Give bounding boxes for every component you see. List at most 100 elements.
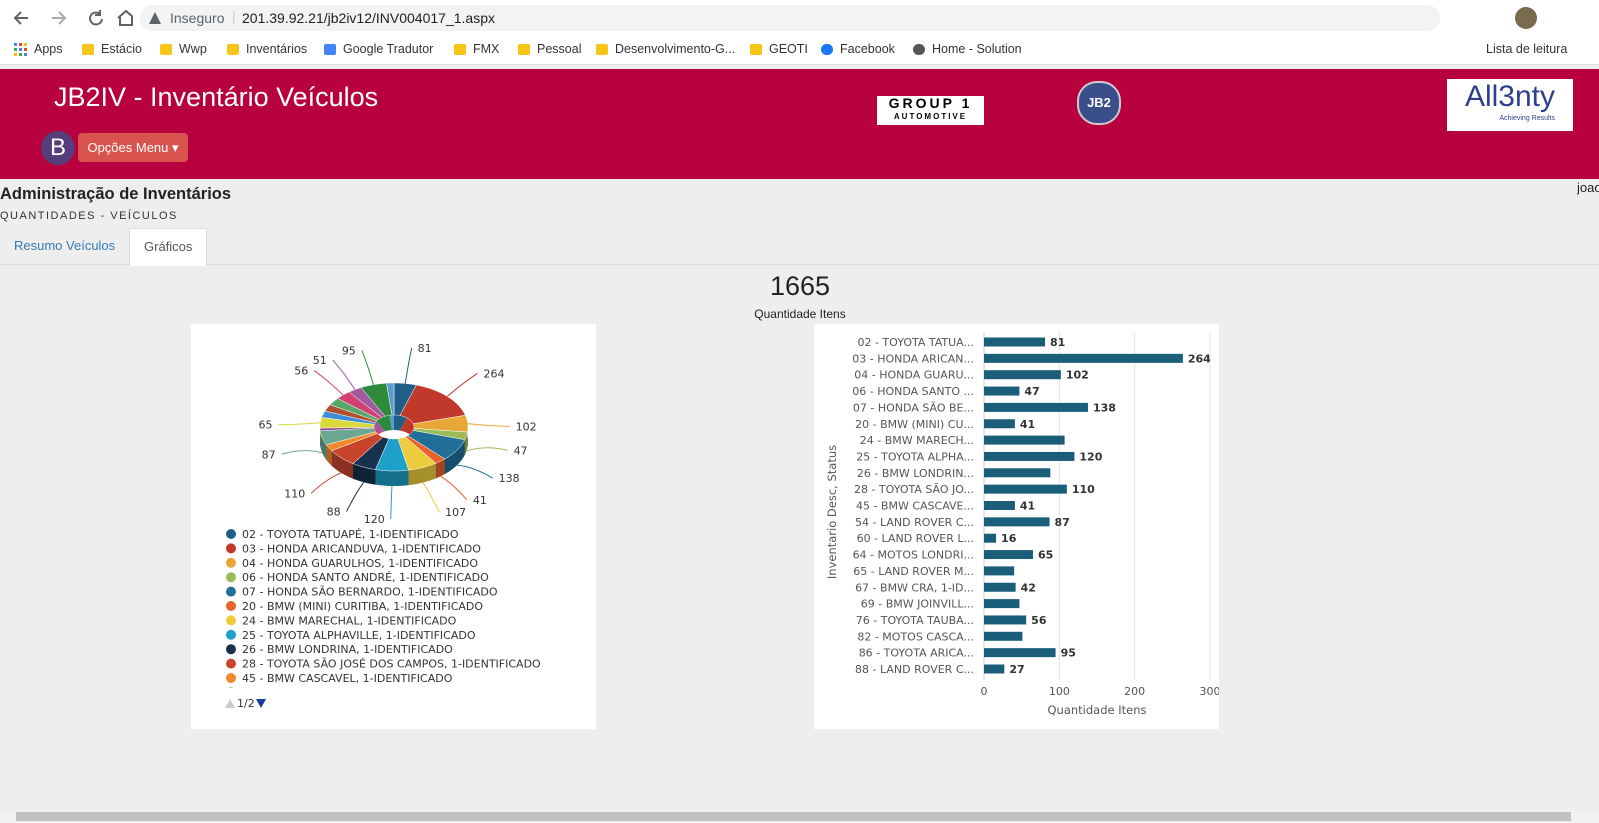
- data-label: 110: [284, 487, 305, 500]
- y-tick-label: 69 - BMW JOINVILL...: [861, 598, 974, 611]
- slice-side: [435, 458, 445, 479]
- menu-button[interactable]: Opções Menu ▾: [78, 133, 188, 162]
- profile-avatar[interactable]: [1515, 7, 1537, 29]
- page-title: Administração de Inventários: [0, 185, 232, 203]
- y-tick-label: 76 - TOYOTA TAUBA...: [856, 614, 974, 627]
- bookmark[interactable]: Estácio: [101, 42, 142, 56]
- leader-line: [313, 370, 344, 396]
- reading-list[interactable]: Lista de leitura: [1486, 42, 1568, 56]
- bookmark[interactable]: Home - Solution: [932, 42, 1022, 56]
- bar: [984, 468, 1051, 478]
- bookmark[interactable]: Google Tradutor: [343, 42, 434, 56]
- address-bar[interactable]: Inseguro | 201.39.92.21/jb2iv12/INV00401…: [140, 5, 1440, 31]
- data-label: 16: [1001, 532, 1017, 545]
- bookmark[interactable]: Inventários: [246, 42, 308, 56]
- bar: [984, 631, 1023, 641]
- data-label: 264: [1188, 352, 1211, 365]
- nav-buttons[interactable]: [8, 6, 133, 30]
- bar: [984, 664, 1005, 674]
- legend-pager: 1/2: [237, 697, 255, 710]
- data-label: 95: [342, 344, 356, 357]
- legend-swatch: [226, 572, 236, 583]
- bar: [984, 582, 1016, 592]
- bookmark[interactable]: Wwp: [179, 42, 207, 56]
- legend-swatch: [226, 629, 236, 640]
- data-label: 138: [1093, 401, 1116, 414]
- legend-swatch: [226, 543, 236, 554]
- menu-label: Opções Menu: [87, 140, 169, 155]
- legend-label: 28 - TOYOTA SÃO JOSÉ DOS CAMPOS, 1-IDENT…: [242, 658, 541, 671]
- data-label: 87: [1055, 516, 1070, 529]
- data-label: 102: [1066, 369, 1089, 382]
- bookmark[interactable]: Desenvolvimento-G...: [615, 42, 736, 56]
- legend-label: 04 - HONDA GUARULHOS, 1-IDENTIFICADO: [242, 557, 478, 570]
- kpi-label: Quantidade Itens: [754, 307, 846, 321]
- y-tick-label: 04 - HONDA GUARU...: [854, 369, 974, 382]
- data-label: 120: [1079, 450, 1102, 463]
- bookmark[interactable]: FMX: [473, 42, 500, 56]
- leader-line: [404, 347, 413, 384]
- legend-swatch: [226, 529, 236, 539]
- bookmark[interactable]: Facebook: [840, 42, 895, 56]
- data-label: 41: [1020, 500, 1035, 513]
- data-label: 120: [364, 513, 385, 526]
- scrollbar[interactable]: [0, 810, 1599, 823]
- slice-side: [444, 439, 465, 474]
- bar: [984, 435, 1065, 445]
- bar: [984, 615, 1027, 625]
- y-tick-label: 86 - TOYOTA ARICA...: [859, 647, 974, 660]
- bar: [984, 501, 1015, 510]
- bar: [984, 550, 1033, 560]
- app-title: JB2IV - Inventário Veículos: [54, 82, 379, 112]
- bar: [984, 533, 997, 543]
- pager-up: [225, 699, 235, 708]
- bookmark[interactable]: Apps: [34, 42, 63, 56]
- pie-panel: 81 264 102 47 138 41 107 120 88 110 87 65 56 51 95 02 -…: [191, 324, 596, 729]
- y-tick-label: 02 - TOYOTA TATUA...: [857, 336, 974, 349]
- user-name: joao: [1577, 180, 1599, 195]
- leader-line: [390, 485, 393, 519]
- data-label: 56: [1031, 614, 1047, 627]
- bookmark[interactable]: Pessoal: [537, 42, 582, 56]
- data-label: 41: [473, 494, 487, 507]
- y-tick-label: 54 - LAND ROVER C...: [855, 516, 974, 529]
- logo-text: GROUP 1: [888, 95, 973, 111]
- legend-label: 07 - HONDA SÃO BERNARDO, 1-IDENTIFICADO: [242, 586, 498, 599]
- warning-icon: [149, 12, 161, 24]
- data-label: 87: [262, 448, 276, 461]
- tab-active[interactable]: Gráficos: [129, 228, 208, 266]
- leader-line: [440, 475, 468, 501]
- legend-label: 25 - TOYOTA ALPHAVILLE, 1-IDENTIFICADO: [242, 629, 476, 642]
- bookmark[interactable]: GEOTI: [769, 42, 808, 56]
- apps-icon: [14, 42, 27, 56]
- y-tick-label: 67 - BMW CRA, 1-ID...: [855, 581, 974, 594]
- y-tick-label: 06 - HONDA SANTO ...: [852, 385, 974, 398]
- bar: [984, 599, 1020, 609]
- y-tick-label: 65 - LAND ROVER M...: [853, 565, 974, 578]
- app-header: JB2IV - Inventário Veículos B Opções Men…: [0, 69, 1599, 179]
- data-label: 65: [1038, 549, 1053, 562]
- tab[interactable]: Resumo Veículos: [14, 238, 116, 253]
- data-label: 81: [418, 342, 432, 355]
- scroll-thumb[interactable]: [16, 812, 1571, 821]
- slice-side: [464, 432, 468, 455]
- leader-line: [346, 481, 365, 512]
- legend-label: 26 - BMW LONDRINA, 1-IDENTIFICADO: [242, 643, 453, 656]
- legend-swatch: [226, 615, 236, 626]
- bar: [984, 419, 1015, 429]
- bar: [984, 402, 1088, 412]
- x-tick-label: 0: [981, 685, 988, 698]
- logo-text: Achieving Results: [1499, 115, 1555, 122]
- bar: [984, 386, 1020, 396]
- data-label: 102: [516, 420, 537, 433]
- browser-toolbar: Inseguro | 201.39.92.21/jb2iv12/INV00401…: [0, 0, 1599, 36]
- slice: [386, 382, 395, 416]
- url: 201.39.92.21/jb2iv12/INV004017_1.aspx: [242, 10, 495, 26]
- legend-label: 20 - BMW (MINI) CURITIBA, 1-IDENTIFICADO: [242, 600, 483, 613]
- data-label: 81: [1050, 336, 1065, 349]
- data-label: 41: [1020, 418, 1035, 431]
- legend-swatch: [226, 601, 236, 611]
- legend-label: 06 - HONDA SANTO ANDRÉ, 1-IDENTIFICADO: [242, 571, 489, 584]
- y-tick-label: 20 - BMW (MINI) CU...: [855, 418, 974, 431]
